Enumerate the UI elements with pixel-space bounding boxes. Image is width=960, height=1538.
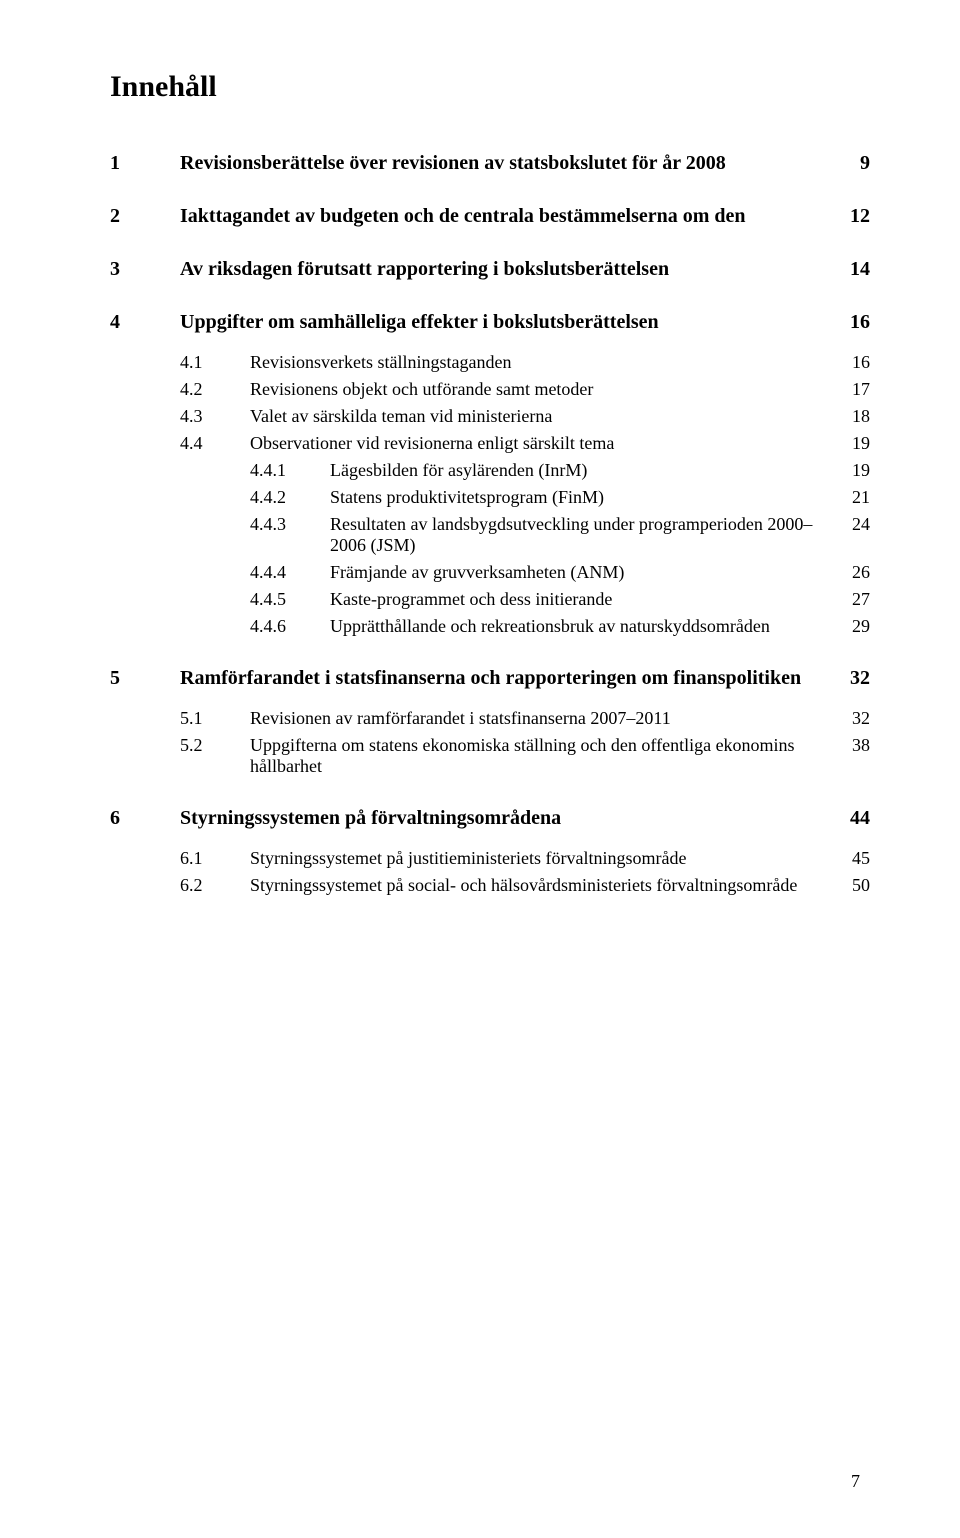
toc-entry-label: Upprätthållande och rekreationsbruk av n…	[330, 616, 834, 637]
toc-entry-page: 12	[834, 205, 870, 228]
toc-title: Innehåll	[110, 70, 870, 104]
toc-entry-number: 4.4.4	[250, 562, 330, 583]
toc-entry-page: 32	[834, 667, 870, 690]
toc-entry-label: Uppgifterna om statens ekonomiska ställn…	[250, 735, 834, 777]
toc-entry-page: 27	[834, 589, 870, 610]
toc-entry-label: Kaste-programmet och dess initierande	[330, 589, 834, 610]
toc-entry-label: Valet av särskilda teman vid ministerier…	[250, 406, 834, 427]
toc-entry: 4Uppgifter om samhälleliga effekter i bo…	[110, 311, 870, 334]
toc-entry-label: Ramförfarandet i statsfinanserna och rap…	[180, 667, 834, 690]
toc-entry-page: 16	[834, 311, 870, 334]
toc-entry: 4.4.6Upprätthållande och rekreationsbruk…	[110, 616, 870, 637]
toc-entry-page: 24	[834, 514, 870, 535]
toc-entry-label: Främjande av gruvverksamheten (ANM)	[330, 562, 834, 583]
toc-entry-label: Lägesbilden för asylärenden (InrM)	[330, 460, 834, 481]
toc-entry-number: 4.2	[180, 379, 250, 400]
toc-entry: 6.1Styrningssystemet på justitieminister…	[110, 848, 870, 869]
toc-entry-page: 19	[834, 433, 870, 454]
toc-entry-page: 14	[834, 258, 870, 281]
toc-entry-page: 26	[834, 562, 870, 583]
toc-entry: 6.2Styrningssystemet på social- och häls…	[110, 875, 870, 896]
toc-entry: 6Styrningssystemen på förvaltningsområde…	[110, 807, 870, 830]
toc-entry-number: 4.4.3	[250, 514, 330, 535]
toc-entry: 4.4Observationer vid revisionerna enligt…	[110, 433, 870, 454]
toc-entry-label: Revisionens objekt och utförande samt me…	[250, 379, 834, 400]
toc-entry-page: 38	[834, 735, 870, 756]
toc-entry-page: 21	[834, 487, 870, 508]
toc-entry-number: 2	[110, 205, 180, 228]
toc-entry-number: 6	[110, 807, 180, 830]
toc-entry-number: 5.1	[180, 708, 250, 729]
toc-entry: 4.4.1Lägesbilden för asylärenden (InrM)1…	[110, 460, 870, 481]
toc-entry-number: 3	[110, 258, 180, 281]
toc-entry-number: 5.2	[180, 735, 250, 756]
toc-entry-page: 50	[834, 875, 870, 896]
toc-entry: 4.2Revisionens objekt och utförande samt…	[110, 379, 870, 400]
toc-entry-number: 5	[110, 667, 180, 690]
toc-entry-label: Observationer vid revisionerna enligt sä…	[250, 433, 834, 454]
toc-entry-number: 6.1	[180, 848, 250, 869]
toc-entry-number: 4.4.6	[250, 616, 330, 637]
toc-entry-label: Iakttagandet av budgeten och de centrala…	[180, 205, 834, 228]
toc-entry: 2Iakttagandet av budgeten och de central…	[110, 205, 870, 228]
toc-entry: 4.1Revisionsverkets ställningstaganden16	[110, 352, 870, 373]
toc-entry-page: 16	[834, 352, 870, 373]
toc-entry-page: 18	[834, 406, 870, 427]
toc-entry: 3Av riksdagen förutsatt rapportering i b…	[110, 258, 870, 281]
toc-entry-label: Styrningssystemen på förvaltningsområden…	[180, 807, 834, 830]
toc-entry-label: Av riksdagen förutsatt rapportering i bo…	[180, 258, 834, 281]
toc-entry: 1Revisionsberättelse över revisionen av …	[110, 152, 870, 175]
toc-entry-label: Styrningssystemet på justitieministeriet…	[250, 848, 834, 869]
toc-entry: 4.4.5Kaste-programmet och dess initieran…	[110, 589, 870, 610]
toc-entry-number: 4	[110, 311, 180, 334]
toc-entry-label: Revisionsverkets ställningstaganden	[250, 352, 834, 373]
toc-entry-page: 19	[834, 460, 870, 481]
toc-entry-number: 4.4.1	[250, 460, 330, 481]
toc-entry-number: 4.4.2	[250, 487, 330, 508]
toc-entry: 5Ramförfarandet i statsfinanserna och ra…	[110, 667, 870, 690]
toc-entry: 5.1Revisionen av ramförfarandet i statsf…	[110, 708, 870, 729]
toc-entry-number: 1	[110, 152, 180, 175]
toc-entry-label: Revisionen av ramförfarandet i statsfina…	[250, 708, 834, 729]
toc-entry-page: 29	[834, 616, 870, 637]
toc-entry-number: 4.4	[180, 433, 250, 454]
toc-entry-label: Revisionsberättelse över revisionen av s…	[180, 152, 834, 175]
toc-entry: 4.4.3Resultaten av landsbygdsutveckling …	[110, 514, 870, 556]
toc-entry-number: 6.2	[180, 875, 250, 896]
toc-entry-label: Resultaten av landsbygdsutveckling under…	[330, 514, 834, 556]
toc-entry-number: 4.1	[180, 352, 250, 373]
toc-entry: 5.2Uppgifterna om statens ekonomiska stä…	[110, 735, 870, 777]
toc-list: 1Revisionsberättelse över revisionen av …	[110, 152, 870, 896]
toc-entry-page: 45	[834, 848, 870, 869]
toc-entry: 4.4.2Statens produktivitetsprogram (FinM…	[110, 487, 870, 508]
toc-entry: 4.3Valet av särskilda teman vid minister…	[110, 406, 870, 427]
toc-entry: 4.4.4Främjande av gruvverksamheten (ANM)…	[110, 562, 870, 583]
toc-entry-number: 4.3	[180, 406, 250, 427]
toc-entry-label: Uppgifter om samhälleliga effekter i bok…	[180, 311, 834, 334]
toc-entry-number: 4.4.5	[250, 589, 330, 610]
toc-entry-label: Styrningssystemet på social- och hälsovå…	[250, 875, 834, 896]
toc-entry-page: 32	[834, 708, 870, 729]
toc-entry-page: 9	[834, 152, 870, 175]
toc-entry-label: Statens produktivitetsprogram (FinM)	[330, 487, 834, 508]
toc-entry-page: 44	[834, 807, 870, 830]
page-number: 7	[851, 1471, 860, 1492]
toc-entry-page: 17	[834, 379, 870, 400]
